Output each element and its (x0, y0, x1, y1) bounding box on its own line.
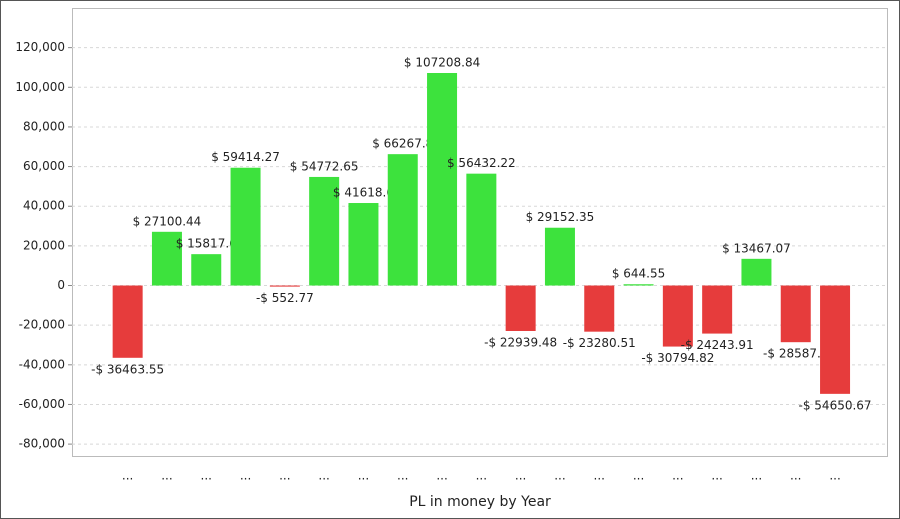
data-label: -$ 36463.55 (91, 362, 164, 376)
x-tick-label: ... (672, 469, 683, 483)
y-tick-label: 60,000 (23, 159, 65, 173)
bar (741, 258, 772, 286)
y-tick-label: 20,000 (23, 238, 65, 252)
x-tick-label: ... (436, 469, 447, 483)
x-tick-label: ... (122, 469, 133, 483)
x-tick-label: ... (594, 469, 605, 483)
data-label: -$ 28587.7 (763, 347, 828, 361)
data-label: $ 56432.22 (447, 156, 516, 170)
x-tick-label: ... (751, 469, 762, 483)
bar (505, 285, 536, 331)
bar (112, 285, 143, 358)
bar (151, 231, 182, 286)
bar (269, 285, 300, 287)
bar (662, 285, 693, 347)
data-label: $ 27100.44 (133, 214, 202, 228)
x-axis-label: PL in money by Year (409, 494, 551, 510)
bar (387, 154, 418, 286)
x-tick-label: ... (358, 469, 369, 483)
data-label: $ 644.55 (612, 267, 665, 281)
x-tick-label: ... (279, 469, 290, 483)
x-tick-label: ... (711, 469, 722, 483)
data-label: -$ 30794.82 (641, 351, 714, 365)
y-tick-label: -60,000 (19, 397, 65, 411)
x-tick-label: ... (633, 469, 644, 483)
x-tick-label: ... (201, 469, 212, 483)
x-tick-label: ... (240, 469, 251, 483)
x-tick-label: ... (318, 469, 329, 483)
data-label: $ 54772.65 (290, 159, 359, 173)
data-label: $ 59414.27 (211, 150, 280, 164)
x-tick-label: ... (397, 469, 408, 483)
data-label: $ 29152.35 (526, 210, 595, 224)
data-label: -$ 24243.91 (681, 338, 754, 352)
bar (309, 176, 340, 286)
y-tick-label: 100,000 (15, 80, 65, 94)
bar (427, 73, 458, 286)
x-tick-label: ... (161, 469, 172, 483)
bar (584, 285, 615, 332)
data-label: $ 15817.6 (176, 237, 237, 251)
x-tick-label: ... (829, 469, 840, 483)
bar (623, 284, 654, 286)
data-label: $ 107208.84 (404, 56, 480, 70)
bar (702, 285, 733, 334)
x-tick-label: ... (554, 469, 565, 483)
x-tick-label: ... (476, 469, 487, 483)
bar (191, 254, 222, 286)
bar (466, 173, 497, 286)
data-label: $ 66267.8 (372, 137, 433, 151)
bar (544, 227, 575, 286)
data-label: $ 41618.6 (333, 186, 394, 200)
data-label: -$ 54650.67 (799, 398, 872, 412)
x-tick-label: ... (515, 469, 526, 483)
data-label: -$ 23280.51 (563, 336, 636, 350)
data-label: -$ 552.77 (256, 291, 314, 305)
y-tick-label: 0 (57, 278, 65, 292)
y-tick-label: 80,000 (23, 119, 65, 133)
bar (820, 285, 851, 394)
bar (348, 203, 379, 286)
y-tick-label: -20,000 (19, 318, 65, 332)
data-label: $ 13467.07 (722, 241, 791, 255)
bar (230, 167, 261, 286)
y-tick-label: -80,000 (19, 437, 65, 451)
x-tick-label: ... (790, 469, 801, 483)
data-label: -$ 22939.48 (484, 335, 557, 349)
y-tick-label: 120,000 (15, 40, 65, 54)
bar (780, 285, 811, 343)
y-tick-label: -40,000 (19, 357, 65, 371)
y-tick-label: 40,000 (23, 199, 65, 213)
